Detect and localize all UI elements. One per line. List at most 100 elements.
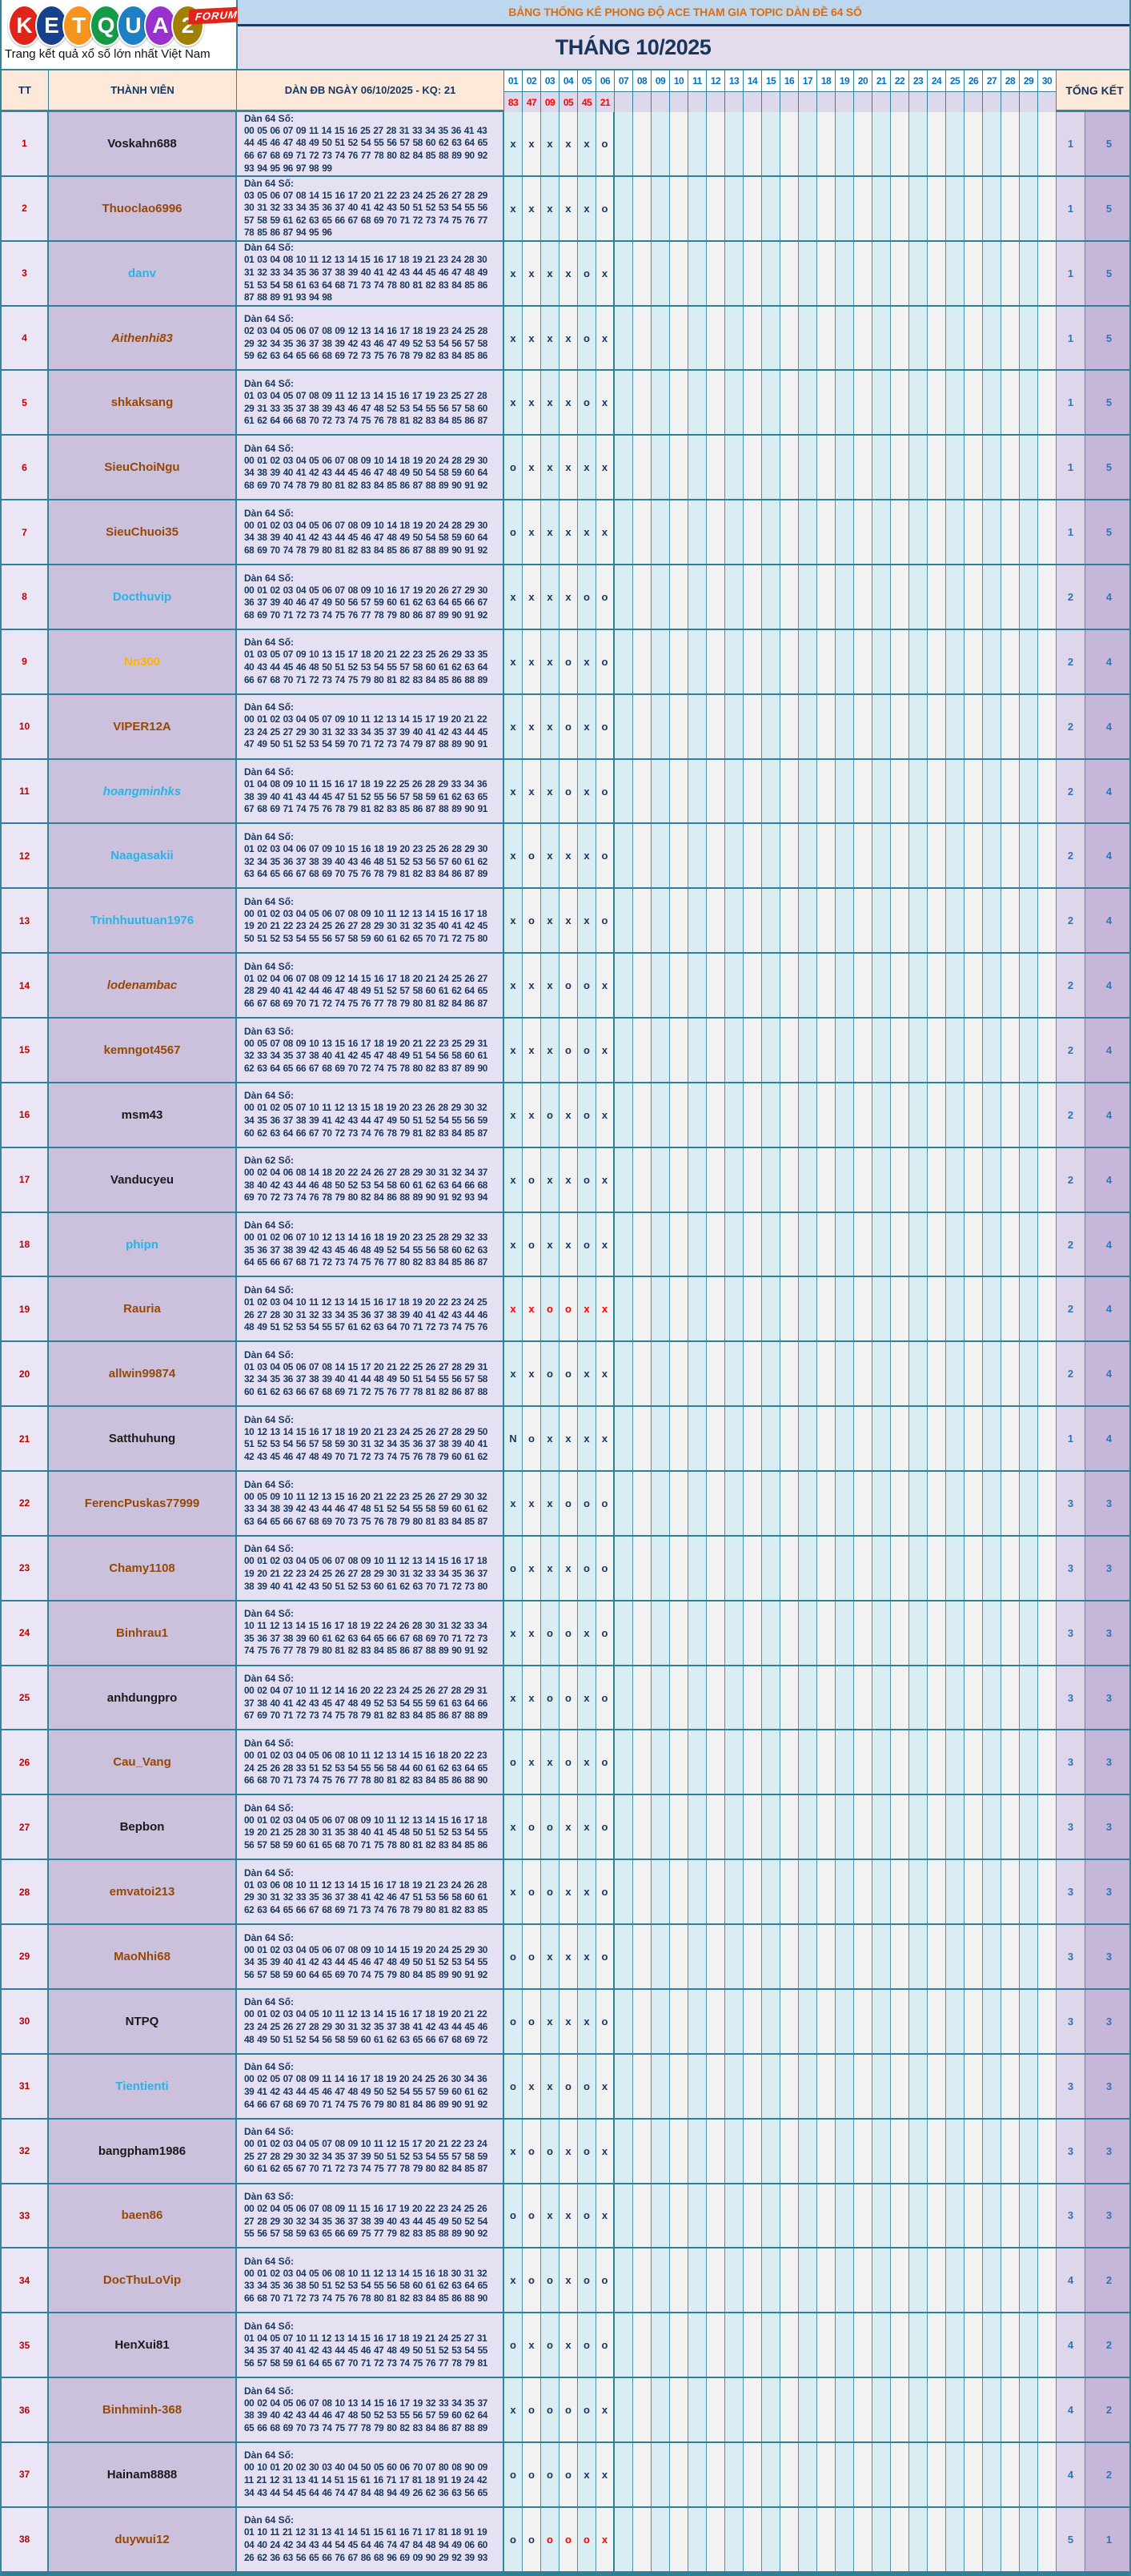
member-name-link[interactable]: FerencPuskas77999 xyxy=(49,1472,237,1535)
dan-label: Dàn 64 Số: xyxy=(244,507,295,519)
day-result-cell: x xyxy=(541,1989,559,2053)
day-result-cell xyxy=(1020,1472,1038,1535)
member-name-link[interactable]: DocThuLoVip xyxy=(49,2248,237,2313)
day-result-cell: x xyxy=(596,1277,615,1341)
row-number: 2 xyxy=(2,176,49,240)
day-result-cell xyxy=(872,889,891,953)
day-result-cell xyxy=(707,2119,725,2183)
day-result-cell xyxy=(909,1472,928,1535)
member-name-link[interactable]: Docthuvip xyxy=(49,565,237,629)
member-name-link[interactable]: Binhrau1 xyxy=(49,1601,237,1665)
day-result-cell xyxy=(652,306,670,370)
day-result-cell xyxy=(817,759,836,823)
day-result-cell xyxy=(928,1407,946,1471)
member-name-link[interactable]: Satthuhung xyxy=(49,1407,237,1471)
member-name-link[interactable]: baen86 xyxy=(49,2184,237,2248)
day-result-cell xyxy=(744,1860,762,1924)
member-name-link[interactable]: Naagasakii xyxy=(49,824,237,888)
day-result-cell xyxy=(615,1536,633,1600)
member-name-link[interactable]: Chamy1108 xyxy=(49,1536,237,1600)
member-name-link[interactable]: Tientienti xyxy=(49,2054,237,2118)
day-result-cell xyxy=(983,889,1001,953)
day-result-cell: x xyxy=(541,1407,559,1471)
day-result-cell xyxy=(909,1019,928,1082)
table-row: 28 emvatoi213 Dàn 64 Số: 01 03 06 08 10 … xyxy=(2,1860,1129,1926)
member-name-link[interactable]: Hainam8888 xyxy=(49,2442,237,2506)
site-logo[interactable]: K E T Q U A 2 FORUM Trang kết quả xổ số lớn nhấ… xyxy=(2,0,245,70)
day-result-cell xyxy=(652,824,670,888)
member-name-link[interactable]: duywui12 xyxy=(49,2507,237,2571)
day-result-cell xyxy=(1001,1472,1020,1535)
member-name-link[interactable]: phipn xyxy=(49,1212,237,1276)
member-name-link[interactable]: lodenambac xyxy=(49,954,237,1018)
day-result-cell xyxy=(652,1536,670,1600)
day-result-cell xyxy=(983,1925,1001,1988)
member-name-link[interactable]: Bepbon xyxy=(49,1795,237,1859)
member-name-link[interactable]: Trinhhuutuan1976 xyxy=(49,889,237,953)
day-result-cell xyxy=(688,889,707,953)
member-name-link[interactable]: bangpham1986 xyxy=(49,2119,237,2183)
day-result-cell xyxy=(1020,176,1038,240)
day-result-cell xyxy=(615,1730,633,1794)
day-result-cell xyxy=(983,1147,1001,1212)
day-result-cell xyxy=(946,371,965,435)
day-result-cell xyxy=(946,824,965,888)
day-column-header: 19 xyxy=(836,70,854,92)
total-miss-count: 1 xyxy=(1057,371,1085,435)
member-name-link[interactable]: hoangminhks xyxy=(49,759,237,823)
member-name-link[interactable]: Binhminh-368 xyxy=(49,2378,237,2441)
day-result-cell: o xyxy=(578,1147,596,1212)
member-name-link[interactable]: Thuoclao6996 xyxy=(49,176,237,240)
kq-result: 45 xyxy=(578,92,596,112)
member-name-link[interactable]: emvatoi213 xyxy=(49,1860,237,1924)
day-result-cell: x xyxy=(578,112,596,175)
day-result-cell xyxy=(836,2313,854,2377)
day-result-cell: o xyxy=(523,824,541,888)
member-name-link[interactable]: shkaksang xyxy=(49,371,237,435)
member-name-link[interactable]: Cau_Vang xyxy=(49,1730,237,1794)
member-name-link[interactable]: Vanducyeu xyxy=(49,1147,237,1212)
member-name-link[interactable]: msm43 xyxy=(49,1083,237,1147)
day-result-cell xyxy=(909,176,928,240)
day-result-cell xyxy=(854,436,872,500)
day-result-cell xyxy=(744,241,762,305)
day-result-cell xyxy=(670,112,688,175)
member-name-link[interactable]: allwin99874 xyxy=(49,1342,237,1406)
member-name-link[interactable]: Voskahn688 xyxy=(49,112,237,175)
member-name-link[interactable]: Rauria xyxy=(49,1277,237,1341)
member-name-link[interactable]: MaoNhi68 xyxy=(49,1925,237,1988)
member-name-link[interactable]: VIPER12A xyxy=(49,694,237,758)
day-result-cell xyxy=(983,1019,1001,1082)
day-result-cell xyxy=(965,1925,983,1988)
day-result-cell xyxy=(633,500,652,565)
member-name-link[interactable]: SieuChuoi35 xyxy=(49,500,237,565)
day-result-cell xyxy=(1038,371,1057,435)
day-result-cell xyxy=(836,1795,854,1859)
day-result-cell xyxy=(670,1925,688,1988)
dan-label: Dàn 64 Số: xyxy=(244,1996,295,2008)
member-name-link[interactable]: HenXui81 xyxy=(49,2313,237,2377)
day-column-header: 22 xyxy=(891,70,909,92)
member-name-link[interactable]: anhdungpro xyxy=(49,1666,237,1730)
day-result-cell xyxy=(965,371,983,435)
total-miss-count: 2 xyxy=(1057,824,1085,888)
member-name-link[interactable]: NTPQ xyxy=(49,1989,237,2053)
day-result-cell xyxy=(799,694,817,758)
member-name-link[interactable]: Aithenhi83 xyxy=(49,306,237,370)
day-result-cell xyxy=(725,112,744,175)
row-number: 8 xyxy=(2,565,49,629)
day-result-cell xyxy=(744,2442,762,2506)
day-result-cell xyxy=(744,1601,762,1665)
day-result-cell xyxy=(762,629,780,693)
day-result-cell: x xyxy=(541,241,559,305)
day-result-cell xyxy=(1020,2184,1038,2248)
member-name-link[interactable]: danv xyxy=(49,241,237,305)
day-result-cell xyxy=(965,306,983,370)
member-name-link[interactable]: kemngot4567 xyxy=(49,1019,237,1082)
day-result-cell xyxy=(836,1083,854,1147)
day-result-cell xyxy=(909,2313,928,2377)
day-result-cell: x xyxy=(559,889,578,953)
day-column-header: 02 xyxy=(523,70,541,92)
member-name-link[interactable]: SieuChoiNgu xyxy=(49,436,237,500)
member-name-link[interactable]: Nn300 xyxy=(49,629,237,693)
